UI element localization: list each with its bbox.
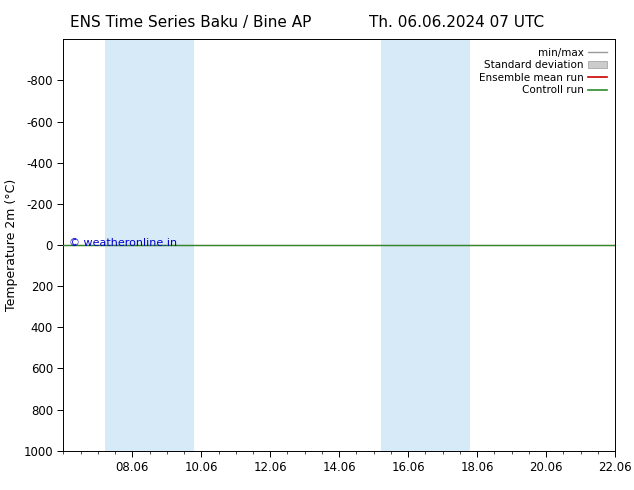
Legend: min/max, Standard deviation, Ensemble mean run, Controll run: min/max, Standard deviation, Ensemble me… bbox=[476, 45, 610, 98]
Bar bbox=[105, 39, 150, 451]
Text: Th. 06.06.2024 07 UTC: Th. 06.06.2024 07 UTC bbox=[369, 15, 544, 30]
Y-axis label: Temperature 2m (°C): Temperature 2m (°C) bbox=[5, 179, 18, 311]
Text: © weatheronline.in: © weatheronline.in bbox=[69, 238, 177, 248]
Bar bbox=[425, 39, 470, 451]
Bar bbox=[380, 39, 425, 451]
Text: ENS Time Series Baku / Bine AP: ENS Time Series Baku / Bine AP bbox=[70, 15, 311, 30]
Bar bbox=[150, 39, 195, 451]
